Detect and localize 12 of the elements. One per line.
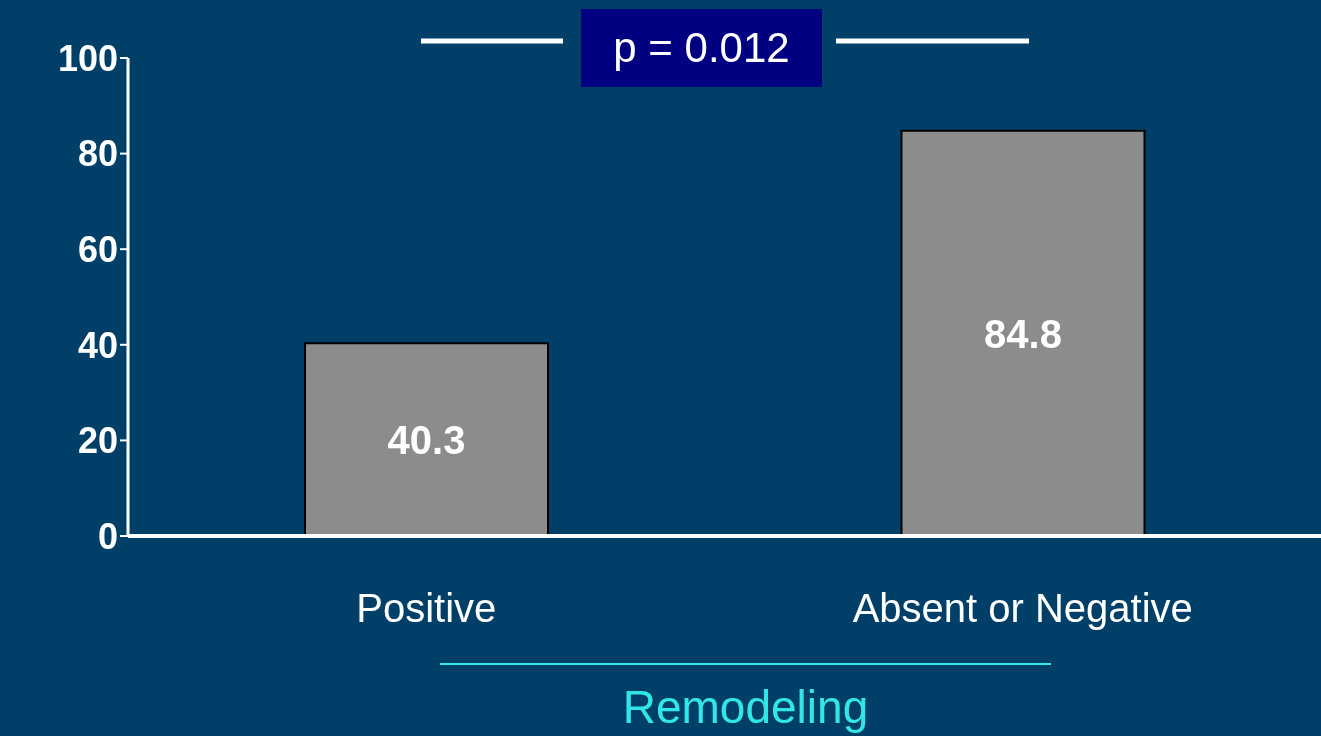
y-tick-label: 40: [77, 324, 118, 366]
x-axis-title: Remodeling: [621, 680, 870, 734]
data-label: 40.3: [387, 417, 466, 462]
y-tick-label: 20: [77, 420, 118, 462]
annotation: p = 0.012: [581, 9, 822, 87]
x-tick-label: Absent or Negative: [852, 586, 1193, 631]
y-tick-label: 100: [57, 37, 118, 79]
y-tick-label: 80: [77, 133, 118, 175]
y-tick-label: 60: [77, 228, 118, 270]
y-tick-label: 0: [97, 515, 118, 557]
data-label: 84.8: [984, 311, 1062, 356]
x-tick-label: Positive: [356, 586, 497, 631]
